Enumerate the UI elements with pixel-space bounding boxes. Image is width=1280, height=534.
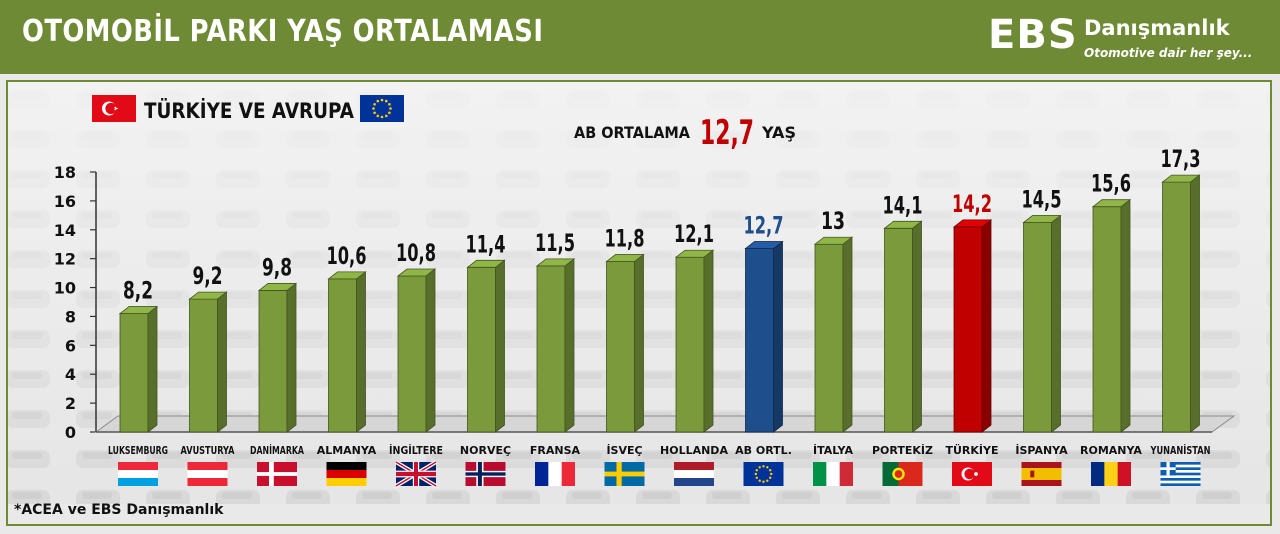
category-label: İTALYA — [813, 443, 853, 457]
data-label: 11,4 — [466, 230, 506, 258]
y-axis: 0 2 4 6 8 10 12 14 16 18 — [54, 163, 97, 442]
y-tick-label: 12 — [54, 250, 76, 269]
germany-flag — [326, 462, 367, 486]
y-tick-label: 6 — [65, 336, 76, 355]
france-flag — [535, 462, 575, 486]
bars — [118, 174, 1201, 433]
eu-average-note: AB ORTALAMA 12,7 YAŞ — [574, 113, 796, 153]
y-tick-label: 16 — [54, 192, 76, 211]
data-labels: 8,2 9,2 9,8 10,6 10,8 11,4 11,5 11,8 12,1 12,7 13 1… — [123, 145, 1201, 304]
category-label: LUKSEMBURG — [108, 444, 168, 457]
bar — [605, 253, 645, 433]
category-label: ROMANYA — [1080, 444, 1142, 457]
category-label: PORTEKİZ — [872, 443, 933, 457]
data-label: 11,8 — [605, 225, 645, 253]
category-label: YUNANİSTAN — [1150, 443, 1211, 457]
data-label: 15,6 — [1091, 170, 1131, 198]
data-label: 10,6 — [327, 242, 367, 270]
category-label: İSPANYA — [1015, 443, 1068, 457]
bar — [396, 268, 437, 433]
italy-flag — [813, 462, 853, 486]
category-label: ALMANYA — [317, 444, 377, 457]
eu-average-suffix: YAŞ — [761, 123, 796, 142]
data-label: 10,8 — [396, 239, 436, 267]
bar — [1161, 174, 1201, 433]
bar — [327, 271, 367, 433]
data-label: 14,2 — [952, 190, 992, 218]
category-label: İNGİLTERE — [389, 443, 443, 457]
data-label: 14,5 — [1022, 186, 1062, 214]
category-labels: LUKSEMBURG AVUSTURYA DANİMARKA ALMANYA İNGİL… — [108, 443, 1211, 457]
category-label: HOLLANDA — [660, 444, 728, 457]
category-label: DANİMARKA — [250, 443, 304, 457]
data-label: 12,1 — [674, 220, 714, 248]
brand-ebs-wordmark: EBS — [988, 12, 1078, 58]
data-label: 9,8 — [262, 253, 292, 281]
bar — [674, 249, 715, 433]
data-label: 13 — [821, 207, 845, 235]
bar — [813, 236, 854, 433]
y-tick-label: 10 — [54, 279, 76, 298]
category-label: NORVEÇ — [460, 444, 511, 457]
data-label: 11,5 — [535, 229, 575, 257]
data-label: 9,2 — [193, 262, 223, 290]
data-label: 14,1 — [883, 191, 923, 219]
brand-name: Danışmanlık — [1084, 16, 1230, 40]
luxembourg-flag — [118, 462, 158, 486]
y-tick-label: 8 — [65, 307, 76, 326]
spain-flag — [1021, 462, 1062, 486]
bar — [744, 240, 784, 433]
page-title: OTOMOBİL PARKI YAŞ ORTALAMASI — [22, 14, 544, 49]
header-bar: OTOMOBİL PARKI YAŞ ORTALAMASI EBS Danışm… — [0, 0, 1280, 74]
bar — [535, 258, 576, 433]
eu-flag — [743, 462, 784, 486]
bar — [466, 259, 506, 433]
eu-average-prefix: AB ORTALAMA — [574, 123, 691, 142]
bar-chart: TÜRKİYE VE AVRUPA AB ORTALAMA 12,7 YAŞ 0… — [8, 80, 1272, 504]
data-label: 12,7 — [744, 212, 784, 240]
bar — [883, 220, 923, 433]
y-tick-label: 2 — [65, 394, 76, 413]
eu-average-value: 12,7 — [700, 113, 754, 153]
category-label: TÜRKİYE — [945, 443, 998, 457]
y-tick-label: 18 — [54, 163, 76, 182]
austria-flag — [187, 462, 228, 486]
category-label: AVUSTURYA — [181, 444, 235, 457]
turkey-flag — [952, 462, 992, 486]
uk-flag — [394, 460, 438, 488]
portugal-flag — [882, 462, 923, 486]
brand-tagline: Otomotive dair her şey... — [1084, 46, 1253, 60]
romania-flag — [1091, 462, 1131, 486]
source-note: *ACEA ve EBS Danışmanlık — [14, 502, 224, 518]
netherlands-flag — [674, 462, 714, 486]
data-label: 8,2 — [123, 277, 153, 305]
bar — [257, 282, 298, 433]
eu-flag — [360, 95, 404, 122]
brand-logo: EBS Danışmanlık Otomotive dair her şey..… — [988, 10, 1258, 66]
bar — [188, 291, 228, 433]
greece-flag — [1160, 462, 1201, 486]
category-label: İSVEÇ — [606, 443, 642, 457]
y-tick-label: 0 — [65, 423, 76, 442]
country-flags — [118, 460, 1201, 488]
category-label: AB ORTL. — [735, 444, 792, 457]
bar — [1022, 214, 1062, 433]
bar — [118, 305, 159, 433]
norway-flag — [465, 462, 506, 486]
bar — [952, 219, 993, 433]
sweden-flag — [604, 462, 645, 486]
y-tick-label: 4 — [65, 365, 76, 384]
category-label: FRANSA — [530, 444, 581, 457]
turkey-flag — [92, 95, 136, 122]
legend: TÜRKİYE VE AVRUPA — [92, 95, 404, 123]
bar — [1091, 198, 1132, 433]
data-label: 17,3 — [1161, 145, 1201, 173]
legend-label: TÜRKİYE VE AVRUPA — [144, 98, 355, 123]
y-tick-label: 14 — [54, 221, 76, 240]
denmark-flag — [257, 462, 297, 486]
